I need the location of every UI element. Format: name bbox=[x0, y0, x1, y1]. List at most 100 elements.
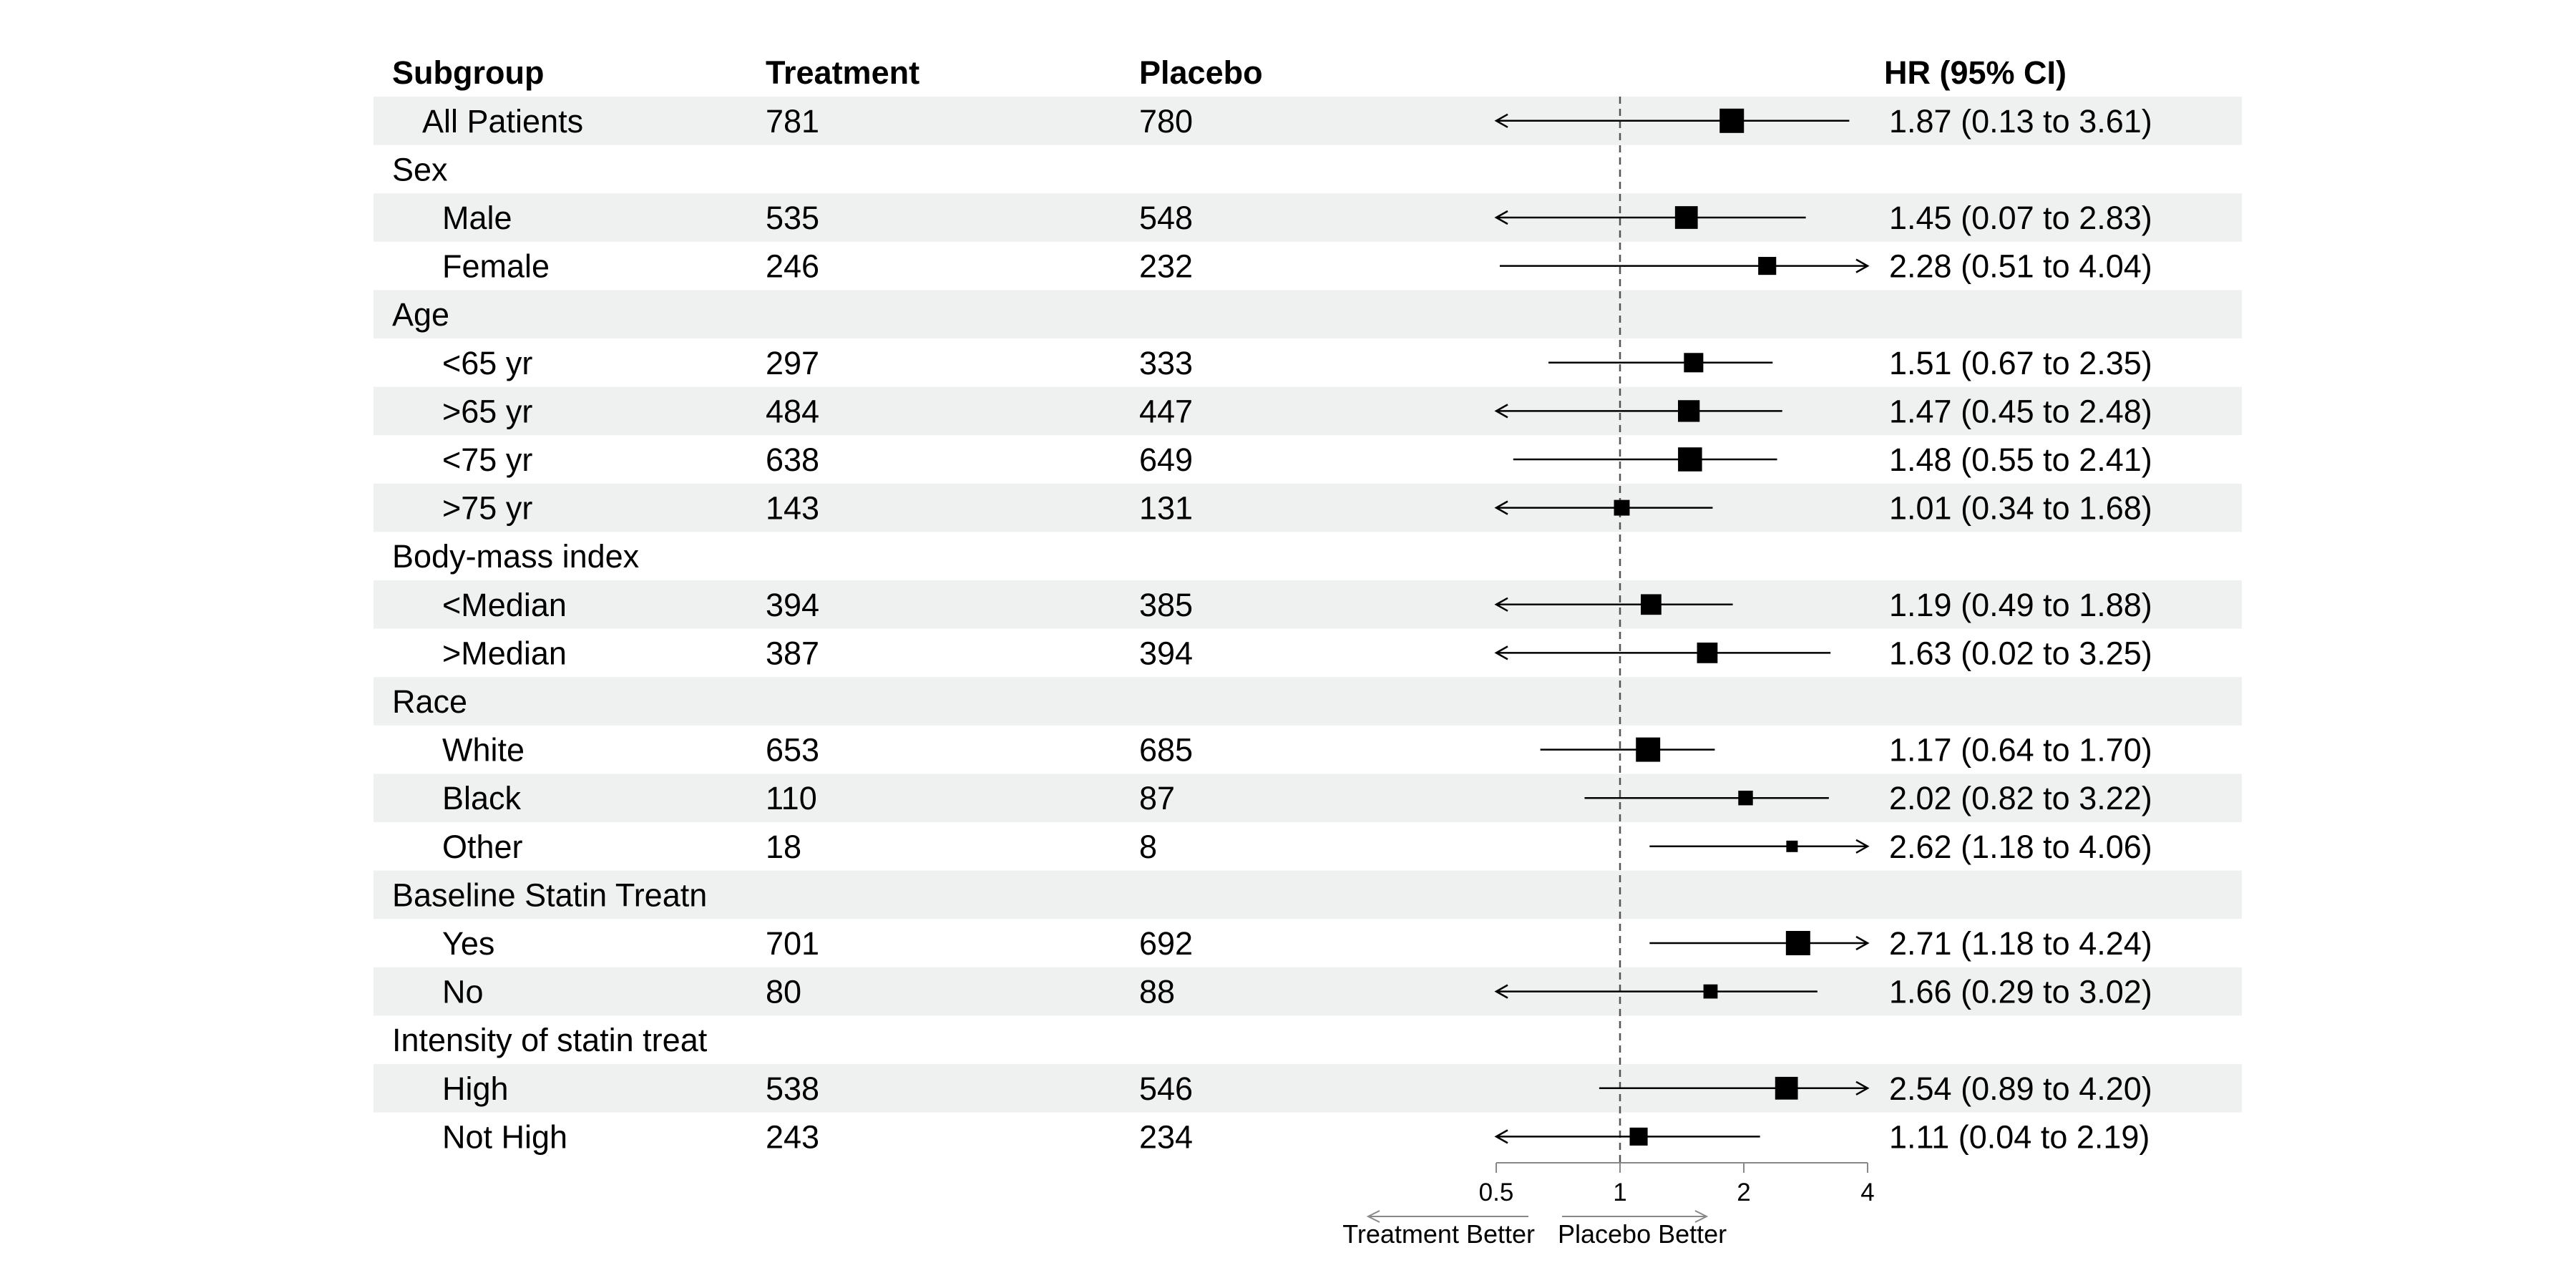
treatment-n: 243 bbox=[766, 1118, 819, 1155]
row-stripe bbox=[374, 774, 2242, 822]
hr-point bbox=[1786, 840, 1798, 852]
ci-arrow-right bbox=[1855, 935, 1870, 951]
subgroup-label: <75 yr bbox=[442, 441, 532, 478]
subgroup-label: >Median bbox=[442, 635, 567, 671]
group-label: Body-mass index bbox=[392, 538, 640, 575]
ci-arrow-left bbox=[1494, 645, 1508, 660]
treatment-n: 110 bbox=[766, 780, 817, 816]
forest-marks bbox=[1494, 108, 1870, 1146]
treatment-n: 297 bbox=[766, 345, 819, 381]
hr-ci-text: 2.71 (1.18 to 4.24) bbox=[1889, 925, 2152, 962]
hr-point bbox=[1719, 108, 1745, 133]
table-row: Yes 701 692 2.71 (1.18 to 4.24) bbox=[442, 925, 2152, 962]
group-label: Baseline Statin Treatn bbox=[392, 877, 707, 913]
hr-point bbox=[1703, 984, 1718, 999]
ci-arrow-right bbox=[1855, 258, 1870, 273]
table-row: High 538 546 2.54 (0.89 to 4.20) bbox=[442, 1070, 2152, 1107]
hr-ci-text: 2.62 (1.18 to 4.06) bbox=[1889, 829, 2152, 865]
placebo-better-label: Placebo Better bbox=[1558, 1219, 1727, 1249]
hr-ci-text: 2.02 (0.82 to 3.22) bbox=[1889, 780, 2152, 816]
subgroup-label: <Median bbox=[442, 587, 567, 623]
treatment-n: 781 bbox=[766, 103, 819, 140]
placebo-n: 548 bbox=[1139, 200, 1193, 236]
treatment-n: 484 bbox=[766, 393, 819, 429]
ci-arrow-right bbox=[1855, 839, 1870, 854]
ci-arrow-left bbox=[1494, 210, 1508, 225]
hr-point bbox=[1674, 206, 1698, 229]
placebo-better-arrowhead bbox=[1694, 1210, 1709, 1223]
table-row: Black 110 87 2.02 (0.82 to 3.22) bbox=[442, 780, 2152, 816]
hr-ci-text: 1.47 (0.45 to 2.48) bbox=[1889, 393, 2152, 429]
hr-point bbox=[1636, 737, 1661, 762]
header-hr: HR (95% CI) bbox=[1884, 54, 2067, 91]
treatment-n: 638 bbox=[766, 441, 819, 478]
table-rows: All Patients 781 780 1.87 (0.13 to 3.61) Sex… bbox=[392, 103, 2152, 1156]
hr-ci-text: 2.54 (0.89 to 4.20) bbox=[1889, 1070, 2152, 1107]
placebo-n: 692 bbox=[1139, 925, 1193, 962]
subgroup-label: <65 yr bbox=[442, 345, 532, 381]
tick-label: 4 bbox=[1860, 1179, 1874, 1206]
hr-point bbox=[1684, 353, 1704, 373]
ci-arrow-left bbox=[1494, 500, 1508, 515]
subgroup-label: Male bbox=[442, 200, 512, 236]
group-label: Sex bbox=[392, 151, 448, 187]
treatment-n: 701 bbox=[766, 925, 819, 962]
hr-point bbox=[1641, 594, 1662, 615]
placebo-n: 447 bbox=[1139, 393, 1193, 429]
placebo-n: 131 bbox=[1139, 490, 1193, 527]
hr-ci-text: 1.63 (0.02 to 3.25) bbox=[1889, 635, 2152, 671]
placebo-n: 333 bbox=[1139, 345, 1193, 381]
table-row: All Patients 781 780 1.87 (0.13 to 3.61) bbox=[422, 103, 2152, 140]
hr-point bbox=[1758, 257, 1777, 275]
row-stripe bbox=[374, 967, 2242, 1016]
treatment-better-label: Treatment Better bbox=[1342, 1219, 1535, 1249]
group-heading-row: Baseline Statin Treatn bbox=[392, 877, 707, 913]
placebo-n: 8 bbox=[1139, 829, 1157, 865]
ci-arrow-left bbox=[1494, 597, 1508, 612]
placebo-n: 232 bbox=[1139, 248, 1193, 285]
table-row: <75 yr 638 649 1.48 (0.55 to 2.41) bbox=[442, 441, 2152, 478]
subgroup-label: Not High bbox=[442, 1118, 567, 1155]
placebo-n: 780 bbox=[1139, 103, 1193, 140]
hr-point bbox=[1629, 1127, 1648, 1146]
group-heading-row: Race bbox=[392, 683, 467, 720]
subgroup-label: >75 yr bbox=[442, 490, 532, 527]
placebo-n: 546 bbox=[1139, 1070, 1193, 1107]
table-row: >Median 387 394 1.63 (0.02 to 3.25) bbox=[442, 635, 2152, 671]
treatment-n: 80 bbox=[766, 974, 801, 1010]
table-row: <65 yr 297 333 1.51 (0.67 to 2.35) bbox=[442, 345, 2152, 381]
placebo-n: 685 bbox=[1139, 732, 1193, 769]
subgroup-label: White bbox=[442, 732, 525, 769]
table-row: <Median 394 385 1.19 (0.49 to 1.88) bbox=[442, 587, 2152, 623]
hr-point bbox=[1678, 447, 1702, 472]
treatment-n: 653 bbox=[766, 732, 819, 769]
row-stripe bbox=[374, 580, 2242, 629]
placebo-n: 385 bbox=[1139, 587, 1193, 623]
group-label: Race bbox=[392, 683, 467, 720]
treatment-n: 18 bbox=[766, 829, 801, 865]
hr-ci-text: 1.66 (0.29 to 3.02) bbox=[1889, 974, 2152, 1010]
treatment-n: 394 bbox=[766, 587, 819, 623]
row-stripes bbox=[374, 97, 2242, 1113]
treatment-n: 143 bbox=[766, 490, 819, 527]
row-stripe bbox=[374, 677, 2242, 726]
tick-label: 2 bbox=[1737, 1179, 1750, 1206]
hr-ci-text: 2.28 (0.51 to 4.04) bbox=[1889, 248, 2152, 285]
hr-ci-text: 1.17 (0.64 to 1.70) bbox=[1889, 732, 2152, 769]
tick-label: 0.5 bbox=[1479, 1179, 1514, 1206]
placebo-n: 87 bbox=[1139, 780, 1175, 816]
hr-ci-text: 1.11 (0.04 to 2.19) bbox=[1889, 1118, 2150, 1155]
row-stripe bbox=[374, 386, 2242, 436]
row-stripe bbox=[374, 870, 2242, 919]
ci-arrow-right bbox=[1855, 1080, 1870, 1096]
subgroup-label: Female bbox=[442, 248, 550, 285]
treatment-n: 387 bbox=[766, 635, 819, 671]
subgroup-label: High bbox=[442, 1070, 509, 1107]
subgroup-label: No bbox=[442, 974, 484, 1010]
hr-point bbox=[1775, 1076, 1798, 1100]
hr-ci-text: 1.87 (0.13 to 3.61) bbox=[1889, 103, 2152, 140]
table-row: No 80 88 1.66 (0.29 to 3.02) bbox=[442, 974, 2152, 1010]
tick-label: 1 bbox=[1613, 1179, 1626, 1206]
subgroup-label: >65 yr bbox=[442, 393, 532, 429]
